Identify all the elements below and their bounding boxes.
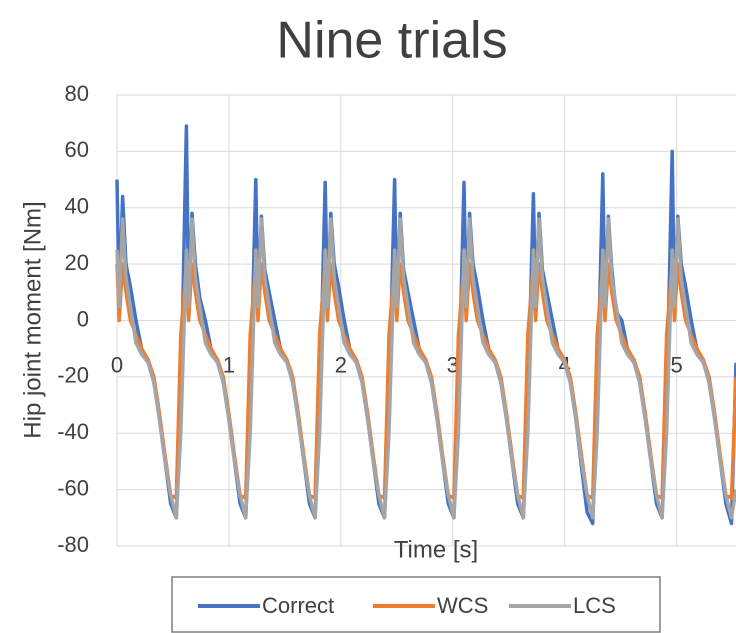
y-tick-label: -60 [57,475,89,500]
y-tick-label: -40 [57,419,89,444]
data-line [115,124,736,526]
data-line [115,217,736,520]
y-tick-label: 20 [65,250,89,275]
legend-label: WCS [437,593,488,618]
legend-label: Correct [262,593,334,618]
y-tick-label: -80 [57,532,89,557]
x-tick-label: 1 [223,352,235,377]
y-tick-label: 40 [65,194,89,219]
y-tick-label: -20 [57,363,89,388]
y-tick-label: 0 [77,306,89,331]
x-tick-label: 5 [671,352,683,377]
y-tick-label: 80 [65,81,89,106]
legend-label: LCS [573,593,616,618]
y-axis-label: Hip joint moment [Nm] [19,201,46,438]
x-tick-label: 2 [335,352,347,377]
x-tick-label: 0 [111,352,123,377]
chart-title: Nine trials [276,12,507,70]
x-axis-label: Time [s] [394,536,478,563]
data-line [115,262,736,500]
y-tick-label: 60 [65,137,89,162]
